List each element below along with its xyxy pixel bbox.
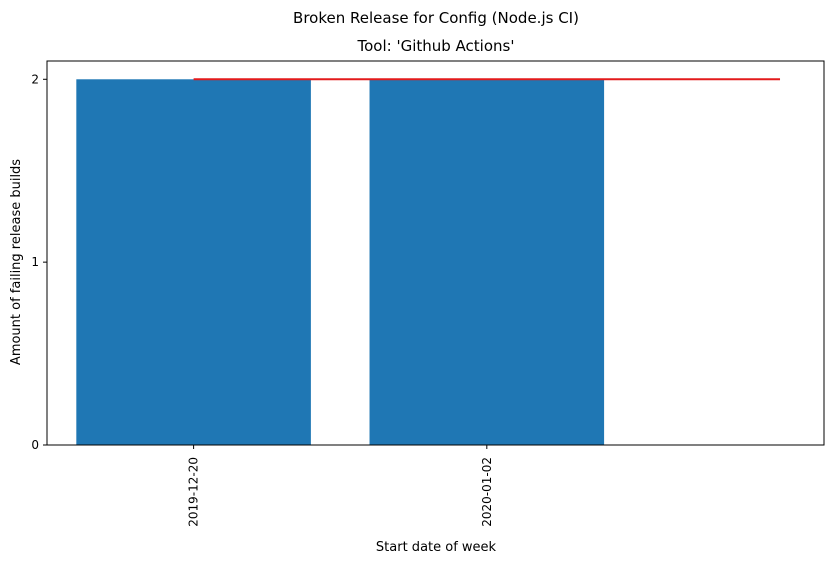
plot-area-frame: [46, 60, 825, 446]
y-axis-ticks: 0 1 2: [31, 72, 47, 452]
y-tick-label: 1: [31, 255, 39, 269]
x-axis-label: Start date of week: [376, 540, 497, 555]
bar-2019-12-20: [76, 79, 311, 446]
y-axis-label: Amount of failing release builds: [9, 159, 24, 365]
x-axis-ticks: 2019-12-20 2020-01-02: [187, 445, 494, 527]
y-tick-label: 2: [31, 72, 39, 86]
x-tick-label-2019-12-20: 2019-12-20: [187, 457, 201, 527]
x-tick-label-2020-01-02: 2020-01-02: [480, 457, 494, 527]
y-tick-label: 0: [31, 438, 39, 452]
chart-suptitle: Broken Release for Config (Node.js CI): [293, 9, 579, 27]
bars-group: [76, 79, 605, 446]
bar-2020-01-02: [369, 79, 605, 446]
chart-title: Tool: 'Github Actions': [357, 37, 515, 55]
